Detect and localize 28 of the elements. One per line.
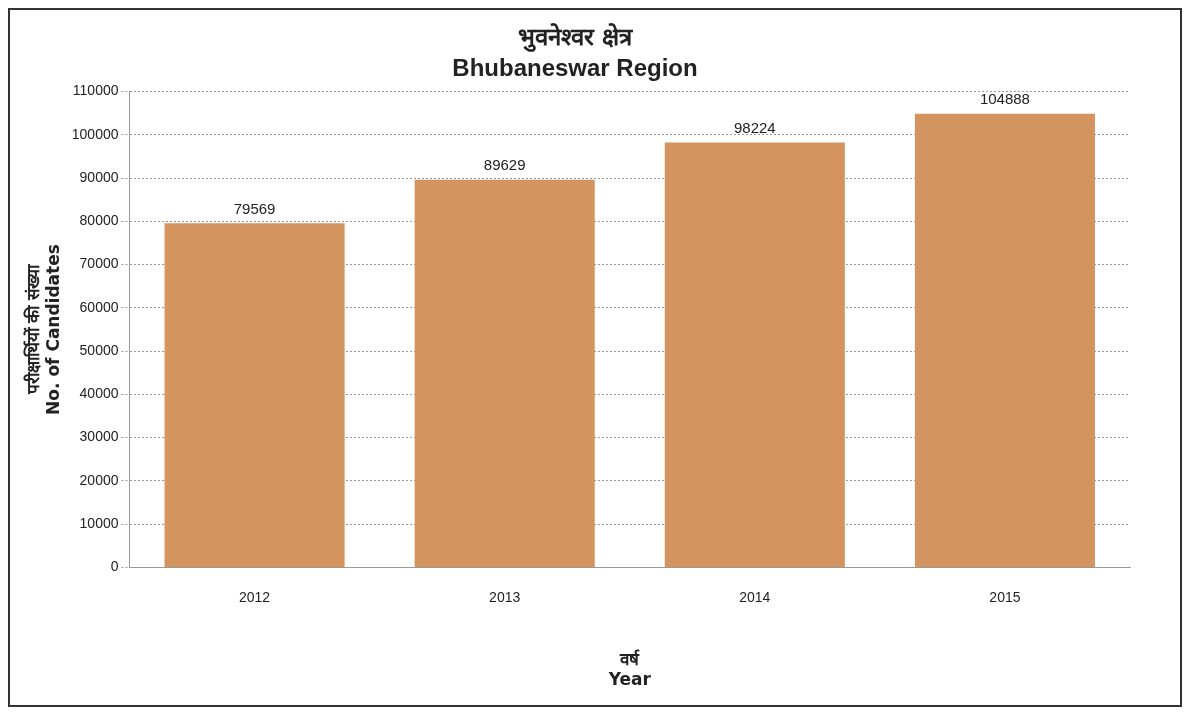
y-tick-label: 90000 xyxy=(79,168,119,185)
x-tick-label: 2013 xyxy=(489,588,521,605)
y-tick-label: 60000 xyxy=(79,298,119,315)
data-label: 79569 xyxy=(233,199,276,217)
y-tick-label: 50000 xyxy=(79,341,119,358)
y-tick-label: 10000 xyxy=(79,515,119,531)
chart-title: भुवनेश्वर क्षेत्र xyxy=(517,22,635,52)
data-label: 89629 xyxy=(483,156,526,174)
y-tick-label: 30000 xyxy=(79,428,119,445)
bar xyxy=(914,113,1095,567)
bar xyxy=(664,142,845,567)
y-tick-label: 110000 xyxy=(72,82,119,99)
y-tick-label: 100000 xyxy=(71,125,119,142)
bar xyxy=(164,223,345,567)
y-tick-label: 70000 xyxy=(79,255,119,272)
data-label: 98224 xyxy=(733,119,776,137)
bar xyxy=(414,179,595,567)
x-axis-title: वर्ष Year xyxy=(607,648,652,690)
y-tick-label: 40000 xyxy=(79,385,119,402)
y-tick-label: 0 xyxy=(110,558,119,575)
chart-subtitle: Bhubaneswar Region xyxy=(452,53,698,81)
y-tick-label: 20000 xyxy=(79,471,119,488)
y-axis-title: परीक्षार्थियों की संख्या No. of Candidates xyxy=(22,244,64,415)
x-tick-label: 2015 xyxy=(989,588,1021,605)
x-tick-label: 2012 xyxy=(239,588,271,605)
x-tick-label: 2014 xyxy=(739,588,771,605)
data-label: 104888 xyxy=(979,90,1030,108)
y-tick-label: 80000 xyxy=(79,212,119,229)
